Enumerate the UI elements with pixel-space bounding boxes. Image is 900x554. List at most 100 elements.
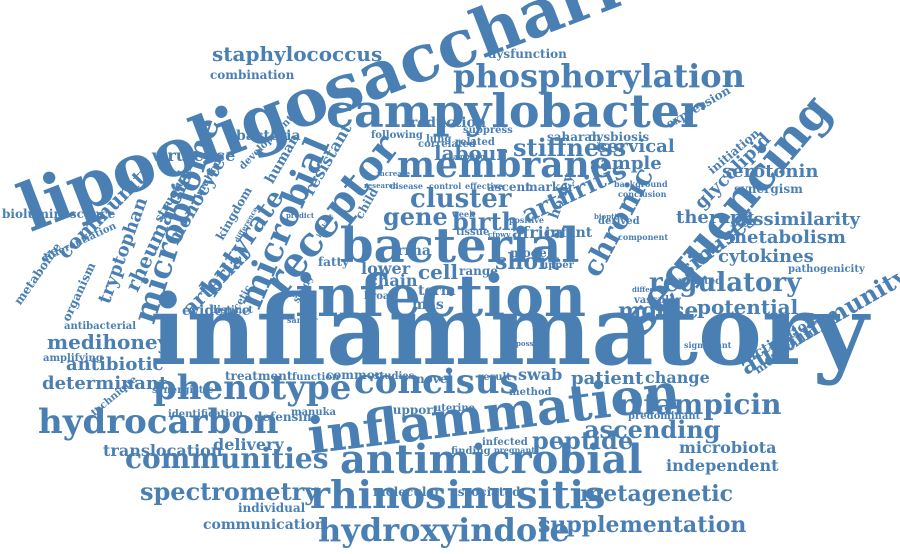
cloud-word: infant bbox=[545, 225, 593, 241]
cloud-word: phenotype bbox=[153, 368, 352, 408]
cloud-word: predict bbox=[286, 211, 315, 220]
cloud-word: birth bbox=[452, 207, 520, 236]
cloud-word: studies bbox=[374, 371, 415, 382]
cloud-word: reduction bbox=[410, 115, 487, 131]
cloud-word: related bbox=[455, 137, 495, 148]
cloud-word: short bbox=[495, 249, 560, 275]
cloud-word: supplementation bbox=[538, 512, 747, 538]
cloud-word: correlated bbox=[418, 139, 476, 150]
cloud-word: antimicrobial bbox=[340, 436, 643, 483]
cloud-word: patient bbox=[571, 368, 644, 389]
cloud-word: africa bbox=[512, 223, 564, 242]
cloud-word: increase bbox=[377, 169, 411, 178]
cloud-word: identification bbox=[168, 409, 244, 420]
cloud-word: communities bbox=[125, 442, 329, 475]
cloud-word: cell bbox=[418, 260, 459, 284]
cloud-word: spectrometry bbox=[140, 477, 319, 506]
cloud-word: translocation bbox=[103, 441, 223, 460]
cloud-word: result bbox=[478, 372, 511, 383]
cloud-word: ascending bbox=[584, 415, 721, 444]
cloud-word: individual bbox=[238, 501, 306, 515]
cloud-word: function bbox=[292, 372, 340, 383]
cloud-word: control bbox=[429, 181, 462, 191]
cloud-word: delivery bbox=[213, 435, 284, 454]
cloud-word: organism bbox=[59, 260, 99, 324]
cloud-word: metabolism bbox=[728, 227, 846, 248]
cloud-word: positive bbox=[509, 215, 544, 225]
cloud-word: dysbiosis bbox=[588, 130, 650, 144]
cloud-word: molecular bbox=[373, 485, 441, 499]
cloud-word: concisus bbox=[354, 362, 519, 402]
cloud-word: common bbox=[326, 368, 384, 382]
cloud-word: conclusion bbox=[618, 189, 667, 199]
cloud-word: amplifying bbox=[43, 353, 103, 364]
cloud-word: medihoney bbox=[47, 330, 170, 354]
cloud-word: possible bbox=[516, 339, 549, 348]
cloud-word: suppress bbox=[463, 125, 513, 136]
cloud-word: infection bbox=[295, 262, 587, 330]
cloud-word: predominant bbox=[628, 411, 701, 422]
cloud-word: tissue bbox=[456, 227, 490, 238]
cloud-word: staphylococcus bbox=[212, 42, 383, 66]
cloud-word: research bbox=[364, 181, 399, 190]
cloud-word: independent bbox=[666, 456, 779, 475]
cloud-word: uterine bbox=[434, 403, 475, 414]
cloud-word: campylobacter bbox=[326, 84, 705, 138]
cloud-word: range bbox=[459, 264, 498, 278]
cloud-word: communication bbox=[203, 517, 326, 533]
cloud-word: fatty bbox=[318, 255, 349, 269]
cloud-word: determinant bbox=[42, 373, 168, 394]
cloud-word: antibiotic bbox=[66, 354, 164, 375]
cloud-word: component bbox=[618, 232, 669, 242]
cloud-word: regulatory bbox=[649, 268, 802, 298]
cloud-word: bacterial bbox=[340, 218, 580, 274]
cloud-word: peptide bbox=[532, 426, 634, 455]
cloud-word: bioptics bbox=[594, 212, 626, 221]
cloud-word: mas bbox=[412, 297, 444, 313]
cloud-word: upper bbox=[541, 260, 574, 271]
cloud-word: dysfunction bbox=[488, 47, 567, 61]
cloud-word: pathogenicity bbox=[788, 264, 865, 275]
cloud-word: labour bbox=[434, 141, 507, 165]
cloud-word: phosphorylation bbox=[453, 57, 745, 95]
cloud-word: bacteria bbox=[236, 128, 301, 144]
cloud-word: lower bbox=[361, 259, 411, 278]
cloud-word: swab bbox=[518, 365, 563, 384]
cloud-word: gene bbox=[383, 202, 448, 231]
cloud-word: manuka bbox=[291, 407, 337, 418]
cloud-word: serotonin bbox=[722, 161, 819, 182]
cloud-word: support bbox=[386, 403, 439, 417]
cloud-word: defensin bbox=[254, 410, 312, 424]
cloud-word: therapy bbox=[676, 207, 754, 228]
cloud-word: synergism bbox=[734, 182, 803, 196]
cloud-word: lung bbox=[426, 134, 452, 145]
cloud-word: term bbox=[418, 283, 456, 299]
cloud-word: mouse bbox=[618, 298, 699, 324]
cloud-word: method bbox=[509, 387, 552, 398]
cloud-word: finding bbox=[451, 446, 491, 457]
cloud-word: clinical bbox=[281, 289, 314, 299]
cloud-word: infected bbox=[482, 437, 528, 448]
cloud-word: ascent bbox=[487, 180, 531, 194]
cloud-word: hydrocarbon bbox=[38, 402, 279, 442]
cloud-word: model bbox=[510, 246, 552, 260]
cloud-word: cluster bbox=[410, 184, 512, 214]
cloud-word: rrna bbox=[397, 243, 432, 259]
cloud-word: following bbox=[371, 130, 423, 141]
cloud-word: sampling bbox=[449, 152, 486, 161]
cloud-word: bioluminescence bbox=[2, 207, 116, 221]
cloud-word: dissimilarity bbox=[734, 209, 861, 230]
cloud-word: hydroxyindole bbox=[318, 511, 570, 549]
cloud-word: distinct bbox=[210, 305, 253, 316]
cloud-word: synergistic bbox=[152, 385, 214, 396]
cloud-word: significant bbox=[684, 340, 732, 350]
cloud-word: chain bbox=[368, 271, 418, 290]
cloud-word: ventilated bbox=[666, 276, 723, 287]
cloud-word: cervical bbox=[596, 136, 675, 157]
cloud-word: change bbox=[645, 368, 710, 387]
cloud-word: associated bbox=[450, 485, 521, 499]
cloud-word: antibacterial bbox=[64, 321, 137, 332]
cloud-word: sample bbox=[590, 153, 662, 174]
cloud-word: membrane bbox=[397, 144, 613, 186]
